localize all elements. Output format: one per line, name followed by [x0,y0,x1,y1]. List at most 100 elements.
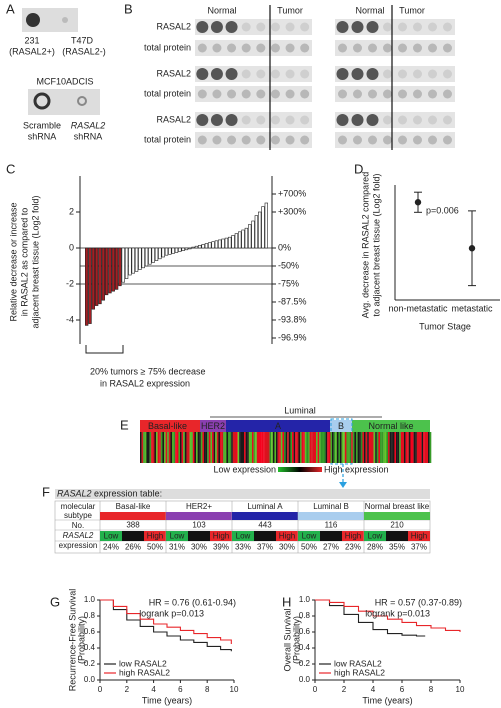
heatmap-cell [175,432,177,463]
y2-tick-label: -87.5% [278,296,307,306]
heatmap-cell [160,432,163,463]
heatmap-cell [405,432,408,463]
bar [111,247,115,292]
blot-spot [300,43,310,53]
heatmap-cell [167,432,169,463]
blot-spot [413,89,422,99]
heatmap-cell [247,432,249,463]
heatmap-cell [428,432,430,463]
x-tick-label: 10 [456,685,465,694]
blot [195,86,312,102]
heatmap-cell [143,432,145,463]
level-cell [232,531,254,541]
blot-spot [398,89,407,99]
heatmap-cell [200,432,203,463]
heatmap-cell [296,432,299,463]
heatmap-cell [250,432,253,463]
bar [198,245,202,249]
bar [211,241,215,249]
bar [258,211,262,249]
x-tick-label: 6 [400,685,405,694]
count: 210 [390,521,404,530]
heatmap-cell [239,432,241,463]
heatmap-cell [184,432,187,463]
heatmap-cell [344,432,347,463]
axis-label: Time (years) [362,695,412,705]
heatmap-cell [365,432,368,463]
blot-spot [197,43,207,53]
shrna-label: RASAL2 [71,120,106,130]
heatmap-cell [295,432,297,463]
heatmap-cell [202,432,205,463]
heatmap-cell [192,432,195,463]
heatmap-cell [399,432,401,463]
percent: 50% [301,543,317,552]
axis-label: (Probability) [76,616,86,664]
percent: 50% [147,543,163,552]
bar [141,247,145,269]
legend-label: low RASAL2 [119,658,167,668]
blot-spot [77,96,87,106]
heatmap-cell [146,432,149,463]
blot-spot [285,22,295,32]
level-label: High [147,532,163,541]
panel-label: F [42,484,50,499]
blot-spot [351,21,364,33]
heatmap-cell [300,432,302,463]
axis-label: Avg. decrease in RASAL2 compared [360,172,370,318]
heatmap-cell [234,432,237,463]
blot-spot [256,89,266,99]
panel-label: C [6,161,15,176]
heatmap-cell [172,432,174,463]
bar [218,239,222,249]
survival-curve [100,599,232,644]
heatmap-cell [248,432,251,463]
percent: 30% [191,543,207,552]
blot-spot [241,22,251,32]
count: 103 [192,521,206,530]
heatmap-cell [346,432,349,463]
bar [264,202,268,249]
heatmap-cell [245,432,248,463]
heatmap-cell [272,432,275,463]
level-cell [276,531,298,541]
heatmap-cell [223,432,225,463]
blot-spot [196,68,209,80]
bar [168,247,172,255]
heatmap-cell [277,432,280,463]
heatmap-cell [253,432,256,463]
blot-spot [368,135,377,145]
heatmap-cell [349,432,352,463]
heatmap-cell [396,432,398,463]
blot-spot [300,89,310,99]
heatmap-cell [191,432,193,463]
blot-spot [270,43,280,53]
heatmap-cell [316,432,318,463]
heatmap-cell [320,432,323,463]
heatmap-cell [364,432,366,463]
level-cell [144,531,166,541]
selection-box [330,418,353,465]
heatmap-cell [306,432,309,463]
percent: 30% [279,543,295,552]
heatmap-cell [229,432,232,463]
level-cell [320,531,342,541]
level-label: High [279,532,295,541]
y-tick-label: 0.8 [299,611,311,620]
heatmap-cell [413,432,416,463]
heatmap-cell [176,432,179,463]
blot-spot [227,89,237,99]
heatmap-cell [368,432,371,463]
heatmap-cell [237,432,240,463]
heatmap-cell [404,432,406,463]
blot-spot [383,89,392,99]
blot-spot [227,135,237,145]
x-tick-label: 2 [125,685,130,694]
blot-spot [256,43,266,53]
blot-spot [428,43,437,53]
legend-label: High expression [324,464,389,474]
heatmap-cell [322,432,325,463]
axis-label: Time (years) [142,695,192,705]
heatmap-cell [264,432,267,463]
bar [154,247,159,261]
